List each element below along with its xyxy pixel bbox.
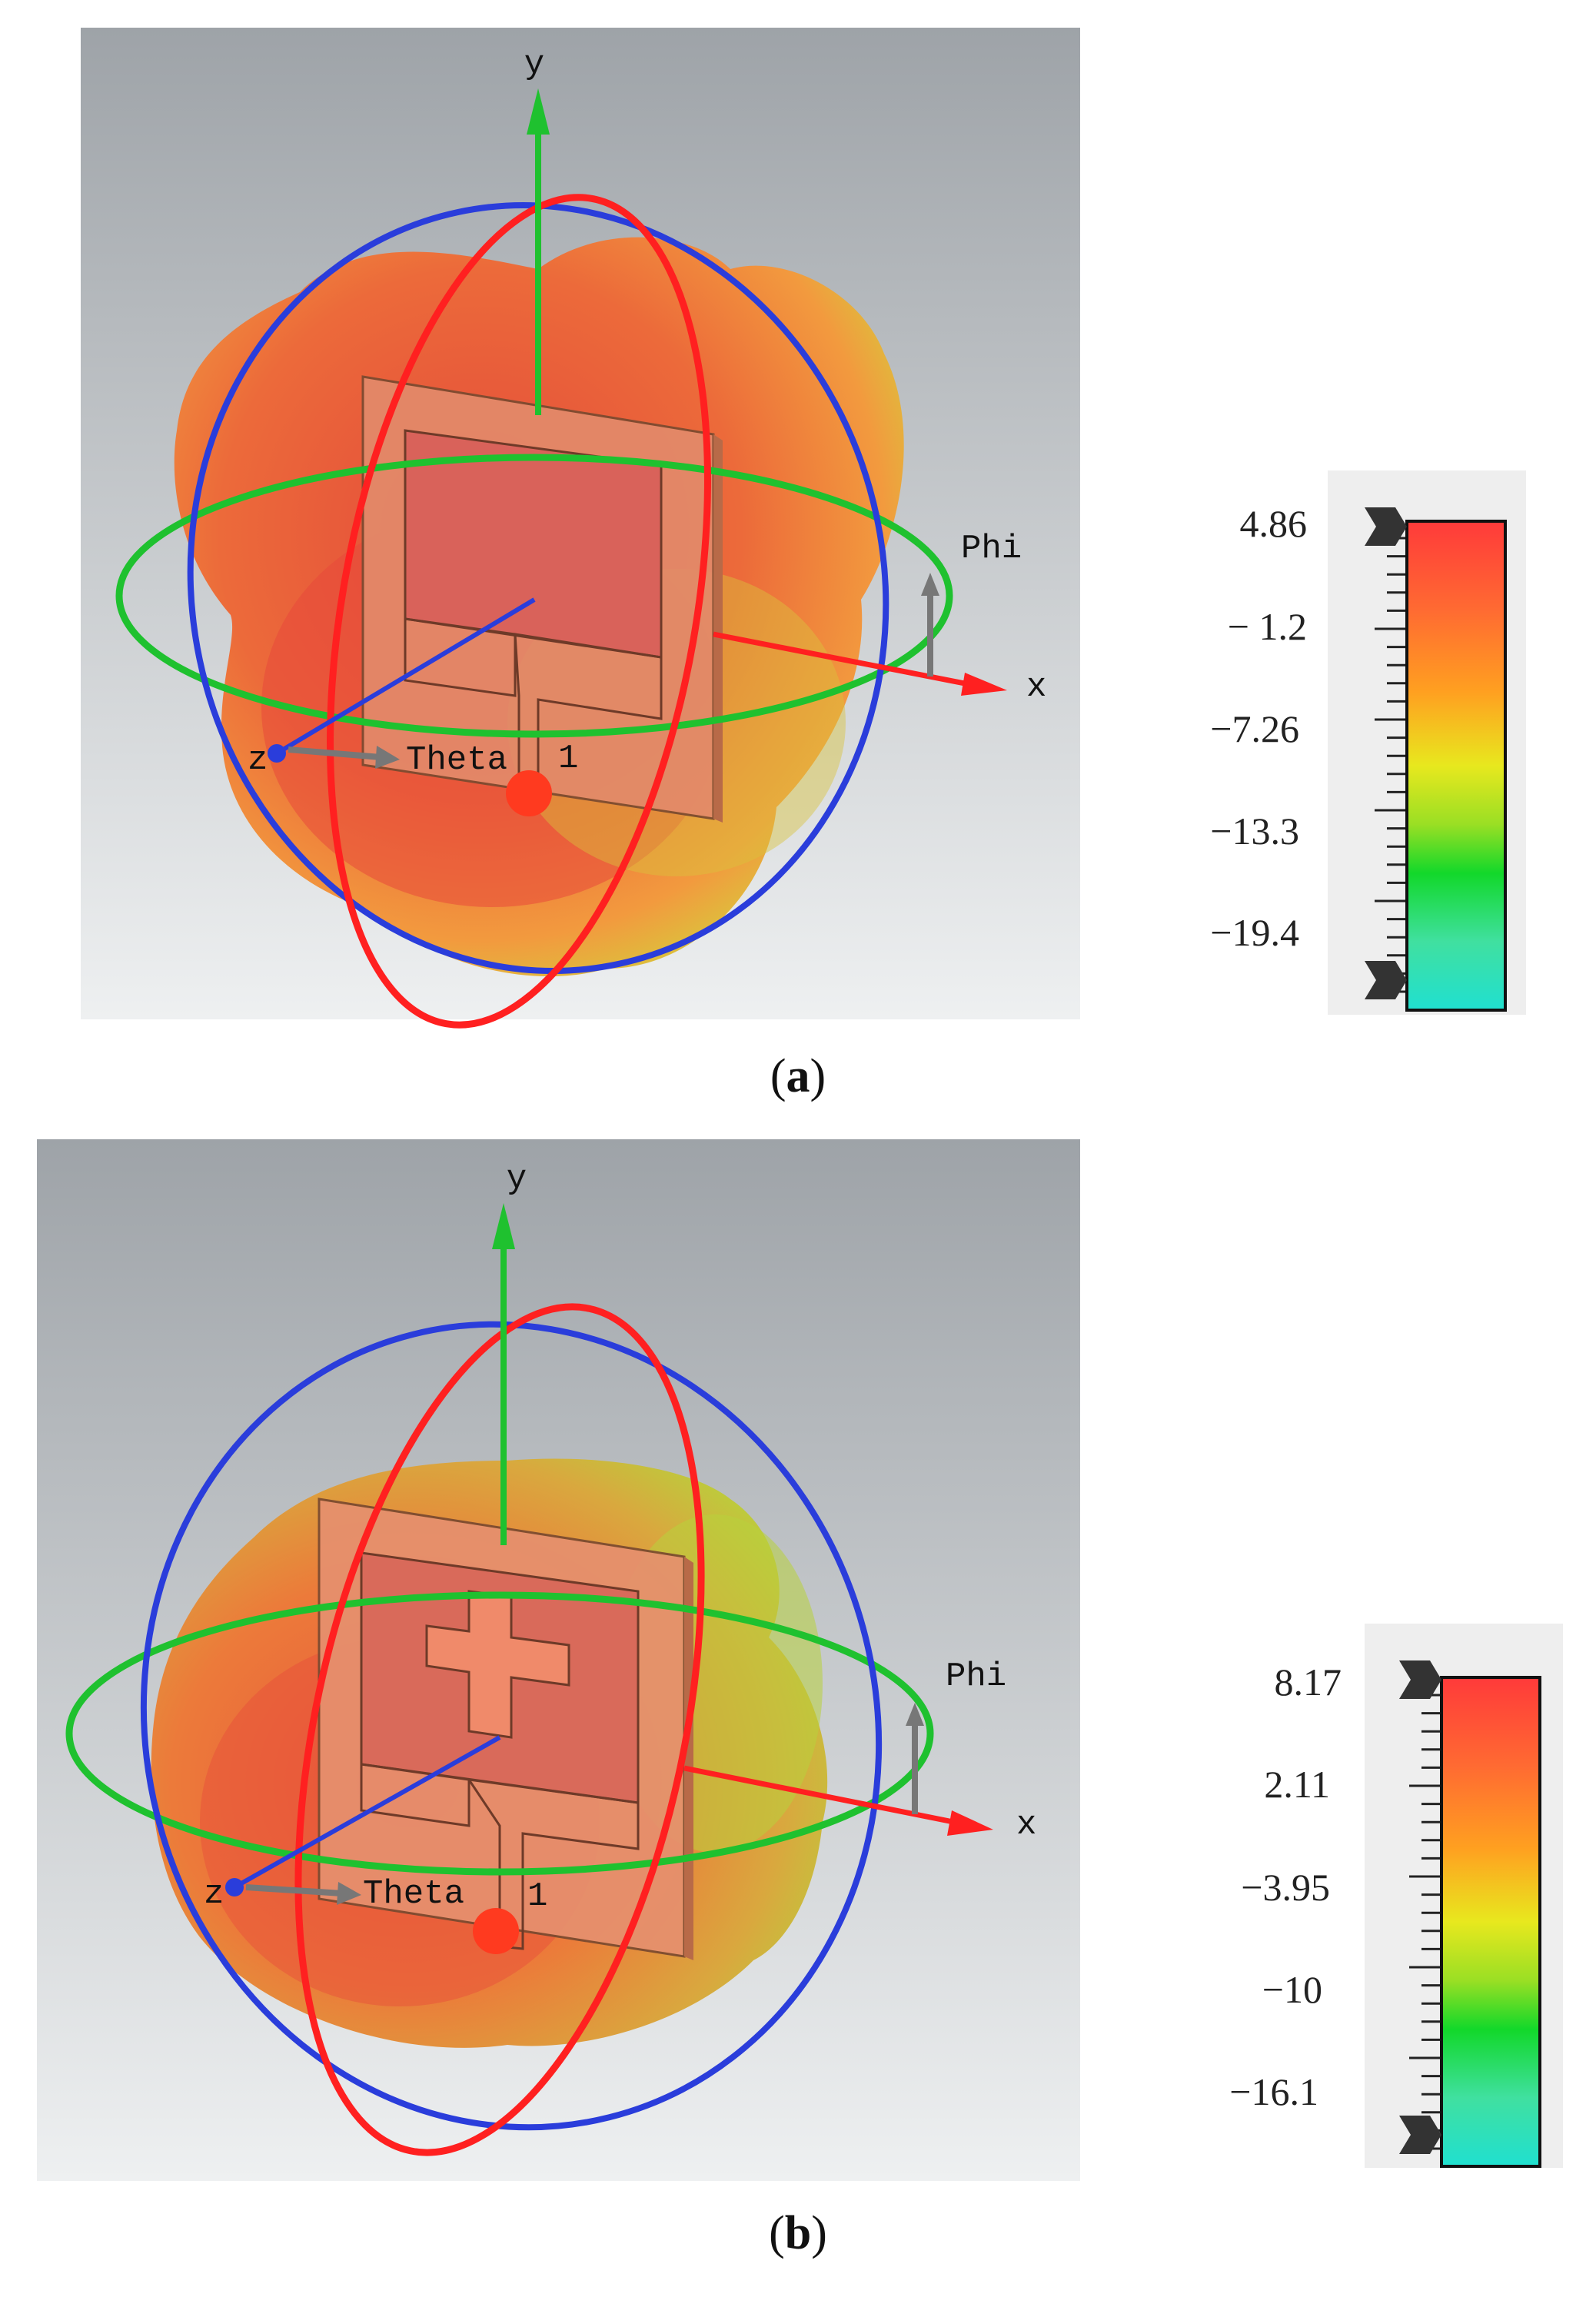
panel-a-letter: a bbox=[786, 1050, 810, 1102]
z-ring bbox=[187, 202, 889, 974]
colorbar-tick-label: 2.11 bbox=[1264, 1763, 1330, 1806]
colorbar-tick-label: −3.95 bbox=[1241, 1866, 1330, 1909]
port-number-label: 1 bbox=[558, 740, 578, 778]
x-axis-label: x bbox=[1026, 668, 1046, 706]
x-axis-arrowhead bbox=[947, 1810, 993, 1836]
phi-arrowhead bbox=[906, 1703, 924, 1726]
phi-label: Phi bbox=[946, 1657, 1006, 1696]
feed-line bbox=[466, 1778, 640, 1950]
phi-ring bbox=[65, 1591, 934, 1876]
y-axis-label: y bbox=[507, 1160, 527, 1198]
z-axis-endpoint bbox=[268, 744, 286, 763]
x-axis-line bbox=[713, 631, 969, 687]
theta-label: Theta bbox=[406, 741, 507, 780]
x-axis-label: x bbox=[1016, 1806, 1036, 1844]
phi-ring bbox=[115, 454, 953, 738]
colorbar-tick-label: −16.1 bbox=[1229, 2070, 1318, 2113]
colorbar-gradient bbox=[1405, 520, 1507, 1012]
colorbar-max-marker bbox=[1365, 507, 1407, 546]
x-axis-line bbox=[683, 1765, 954, 1825]
z-axis-line bbox=[275, 597, 536, 756]
antenna-substrate-edge bbox=[713, 434, 723, 823]
panel-b-letter: b bbox=[784, 2207, 812, 2259]
theta-ring bbox=[294, 1303, 705, 2156]
z-axis-line bbox=[233, 1735, 501, 1890]
panel-b-caption: (b) bbox=[769, 2207, 827, 2259]
port-number-label: 1 bbox=[527, 1877, 547, 1916]
cross-slot bbox=[425, 1590, 570, 1739]
phi-arrowhead bbox=[921, 573, 939, 596]
z-axis-label: z bbox=[248, 741, 268, 780]
theta-arrowhead bbox=[375, 746, 400, 769]
theta-label: Theta bbox=[363, 1875, 464, 1913]
panel-b-figure: y x z Theta Phi 1 8.17 2.11 −3.95 −10 −1… bbox=[37, 1139, 1563, 2181]
z-axis-label: z bbox=[204, 1875, 224, 1913]
port-marker bbox=[473, 1908, 519, 1954]
y-axis-label: y bbox=[524, 45, 544, 84]
colorbar-tick-label: −19.4 bbox=[1210, 911, 1299, 954]
y-axis-arrowhead bbox=[527, 88, 550, 135]
theta-arrowhead bbox=[337, 1882, 361, 1905]
port-marker bbox=[506, 770, 552, 816]
panel-a-caption: (a) bbox=[770, 1050, 826, 1102]
phi-label: Phi bbox=[961, 530, 1022, 568]
panel-a-figure: y x z Theta Phi 1 4.86 − 1.2 −7.26 −13.3… bbox=[81, 28, 1526, 1029]
colorbar-tick-label: 8.17 bbox=[1275, 1660, 1342, 1704]
z-axis-endpoint bbox=[225, 1878, 244, 1896]
colorbar-tick-label: −7.26 bbox=[1210, 707, 1299, 750]
z-ring bbox=[140, 1321, 883, 2131]
colorbar-tick-label: − 1.2 bbox=[1228, 605, 1307, 648]
colorbar-min-marker bbox=[1365, 961, 1407, 999]
x-axis-arrowhead bbox=[961, 673, 1007, 696]
feed-line bbox=[514, 633, 663, 801]
colorbar-gradient bbox=[1440, 1676, 1541, 2168]
colorbar-max-marker bbox=[1399, 1660, 1441, 1699]
colorbar-tick-label: −13.3 bbox=[1210, 809, 1299, 853]
feed-junction bbox=[404, 617, 517, 697]
colorbar-min-marker bbox=[1399, 2116, 1441, 2154]
colorbar-tick-label: 4.86 bbox=[1240, 502, 1308, 545]
y-axis-arrowhead bbox=[492, 1203, 515, 1249]
theta-ring bbox=[327, 194, 711, 1029]
theta-arrow-line bbox=[288, 746, 381, 760]
theta-arrow-line bbox=[245, 1884, 343, 1896]
colorbar-tick-label: −10 bbox=[1262, 1968, 1322, 2011]
